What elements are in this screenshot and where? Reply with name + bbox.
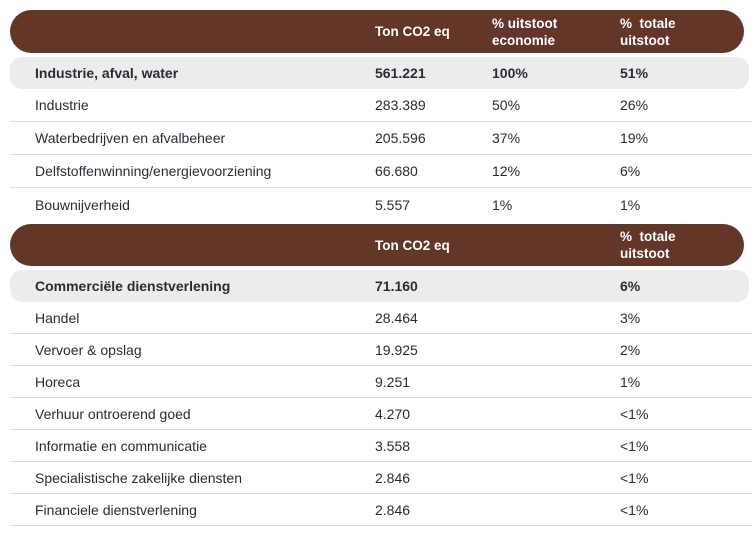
column-header-line: % totale	[620, 15, 676, 31]
value-pct-totale: <1%	[620, 501, 649, 518]
row-label: Horeca	[35, 373, 81, 390]
table1-header-row: Ton CO2 eq % uitstoot economie % totale …	[10, 10, 744, 53]
row-label: Industrie	[35, 97, 89, 113]
value-ton-co2: 19.925	[375, 341, 418, 358]
value-ton-co2: 5.557	[375, 196, 411, 213]
column-header-line: % totale	[620, 229, 676, 244]
column-header-line: economie	[492, 32, 556, 48]
value-pct-economie: 1%	[492, 196, 513, 213]
value-pct-totale: 1%	[620, 196, 641, 213]
table-row: Specialistische zakelijke diensten 2.846…	[10, 462, 752, 494]
row-label: Industrie, afval, water	[35, 65, 179, 81]
column-header-line: Ton CO2 eq	[375, 24, 450, 39]
column-header-line: uitstoot	[620, 32, 670, 48]
value-ton-co2: 205.596	[375, 130, 426, 146]
column-header-line: uitstoot	[620, 246, 670, 261]
value-ton-co2: 3.558	[375, 437, 411, 454]
row-label: Verhuur ontroerend goed	[35, 405, 191, 422]
column-header-pct-totale-uitstoot: % totale uitstoot	[620, 228, 744, 262]
row-label: Delfstoffenwinning/energievoorziening	[35, 163, 272, 179]
value-pct-totale: <1%	[620, 469, 649, 486]
table-row: Verhuur ontroerend goed 4.270 <1%	[10, 398, 752, 430]
table-row: Delfstoffenwinning/energievoorziening 66…	[10, 155, 752, 188]
value-ton-co2: 71.160	[375, 278, 418, 294]
row-label: Vervoer & opslag	[35, 341, 142, 358]
value-ton-co2: 561.221	[375, 65, 426, 81]
column-header-pct-uitstoot-economie: % uitstoot economie	[492, 15, 620, 49]
column-header-line: Ton CO2 eq	[375, 237, 450, 253]
table-row: Bouwnijverheid 5.557 1% 1%	[10, 188, 752, 221]
value-pct-totale: 3%	[620, 309, 641, 326]
value-pct-totale: 6%	[620, 278, 641, 294]
table-row: Handel 28.464 3%	[10, 302, 752, 334]
table-row: Informatie en communicatie 3.558 <1%	[10, 430, 752, 462]
table-row: Horeca 9.251 1%	[10, 366, 752, 398]
value-ton-co2: 283.389	[375, 97, 426, 113]
value-pct-totale: 51%	[620, 65, 649, 81]
row-label: Bouwnijverheid	[35, 196, 130, 213]
value-pct-totale: <1%	[620, 437, 649, 454]
value-ton-co2: 28.464	[375, 309, 418, 326]
table-row: Financiele dienstverlening 2.846 <1%	[10, 494, 752, 526]
row-label: Commerciële dienstverlening	[35, 278, 231, 294]
column-header-ton-co2-eq: Ton CO2 eq	[375, 23, 492, 40]
value-pct-economie: 50%	[492, 97, 521, 113]
table-row: Industrie 283.389 50% 26%	[10, 89, 752, 122]
column-header-pct-totale-uitstoot: % totale uitstoot	[620, 15, 744, 49]
row-label: Specialistische zakelijke diensten	[35, 469, 242, 486]
column-header-line: % uitstoot	[492, 15, 558, 31]
row-label: Informatie en communicatie	[35, 437, 207, 454]
value-ton-co2: 2.846	[375, 501, 411, 518]
value-ton-co2: 9.251	[375, 373, 411, 390]
table1-total-row: Industrie, afval, water 561.221 100% 51%	[10, 57, 749, 89]
value-pct-economie: 100%	[492, 65, 528, 81]
value-pct-totale: <1%	[620, 405, 649, 422]
value-pct-totale: 26%	[620, 97, 649, 113]
table2-total-row: Commerciële dienstverlening 71.160 6%	[10, 270, 749, 302]
value-pct-totale: 2%	[620, 341, 641, 358]
value-pct-totale: 1%	[620, 373, 641, 390]
row-label: Financiele dienstverlening	[35, 501, 197, 518]
value-pct-economie: 37%	[492, 130, 521, 146]
row-label: Waterbedrijven en afvalbeheer	[35, 130, 226, 146]
value-pct-totale: 19%	[620, 130, 649, 146]
row-label: Handel	[35, 309, 80, 326]
value-ton-co2: 66.680	[375, 163, 418, 179]
column-header-ton-co2-eq: Ton CO2 eq	[375, 237, 620, 254]
table-row: Vervoer & opslag 19.925 2%	[10, 334, 752, 366]
value-ton-co2: 2.846	[375, 469, 411, 486]
table-row: Waterbedrijven en afvalbeheer 205.596 37…	[10, 122, 752, 155]
value-ton-co2: 4.270	[375, 405, 411, 422]
emissions-tables: Ton CO2 eq % uitstoot economie % totale …	[10, 10, 752, 526]
value-pct-totale: 6%	[620, 163, 641, 179]
table2-header-row: Ton CO2 eq % totale uitstoot	[10, 224, 744, 266]
value-pct-economie: 12%	[492, 163, 521, 179]
